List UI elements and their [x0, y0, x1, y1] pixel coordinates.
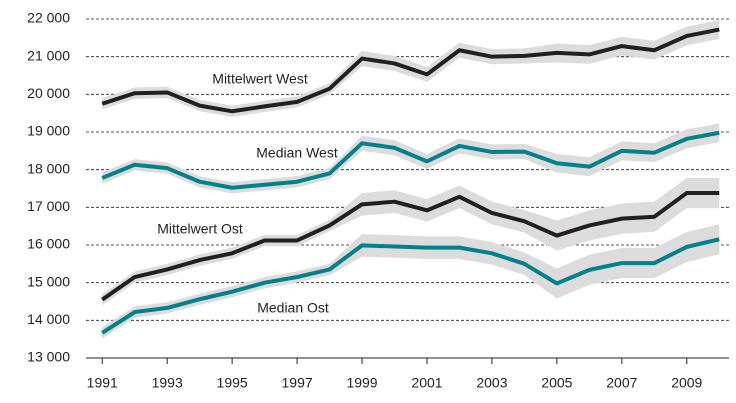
- x-tick-label: 2001: [411, 375, 442, 391]
- series-line: [101, 130, 720, 190]
- x-tick-label: 1993: [152, 375, 183, 391]
- y-tick-label: 14 000: [27, 311, 70, 327]
- x-tick-label: 1997: [282, 375, 313, 391]
- confidence-band: [102, 224, 720, 339]
- y-tick-label: 20 000: [27, 85, 70, 101]
- y-tick-label: 17 000: [27, 198, 70, 214]
- y-tick-label: 22 000: [27, 10, 70, 26]
- series-line: [101, 27, 720, 114]
- series-label: Mittelwert Ost: [157, 221, 243, 237]
- series-line: [101, 191, 720, 302]
- x-tick-label: 1991: [87, 375, 118, 391]
- y-tick-label: 15 000: [27, 273, 70, 289]
- y-tick-label: 19 000: [27, 123, 70, 139]
- confidence-band: [102, 123, 720, 194]
- x-tick-label: 2007: [606, 375, 637, 391]
- y-tick-label: 21 000: [27, 47, 70, 63]
- x-tick-label: 1999: [346, 375, 377, 391]
- series-line: [101, 237, 720, 335]
- series-label: Mittelwert West: [212, 71, 308, 87]
- series-label: Median Ost: [257, 300, 329, 316]
- y-tick-label: 18 000: [27, 160, 70, 176]
- confidence-band: [102, 177, 720, 306]
- x-tick-label: 2005: [541, 375, 572, 391]
- x-tick-label: 2009: [671, 375, 702, 391]
- y-tick-label: 16 000: [27, 236, 70, 252]
- x-tick-label: 2003: [476, 375, 507, 391]
- x-tick-label: 1995: [217, 375, 248, 391]
- y-tick-label: 13 000: [27, 349, 70, 365]
- series-label: Median West: [256, 145, 338, 161]
